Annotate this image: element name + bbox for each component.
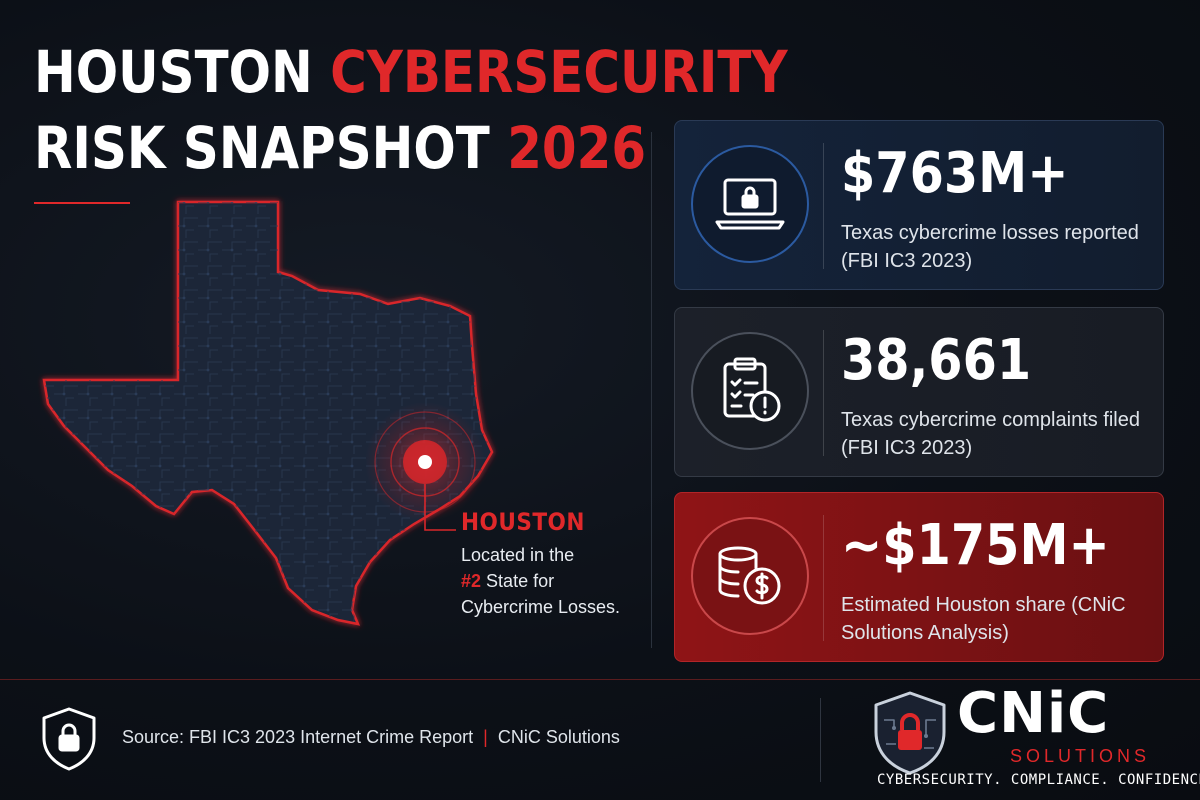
source-credit: CNiC Solutions <box>497 727 620 747</box>
stat-card-complaints: 38,661 Texas cybercrime complaints filed… <box>674 307 1164 477</box>
vertical-divider <box>651 132 652 648</box>
card-separator <box>823 143 824 269</box>
footer-vertical-divider <box>820 698 821 782</box>
source-text: Source: FBI IC3 2023 Internet Crime Repo… <box>122 727 474 747</box>
title-cybersecurity: CYBERSECURITY <box>330 38 788 106</box>
card-separator <box>823 515 824 641</box>
callout-line-2-text: State for <box>486 571 555 591</box>
stat-description: Texas cybercrime complaints filed (FBI I… <box>841 409 1140 459</box>
callout-rank: #2 <box>461 571 482 591</box>
callout-line-1: Located in the <box>461 545 575 565</box>
card-separator <box>823 330 824 456</box>
houston-marker <box>418 455 432 469</box>
clipboard-alert-icon <box>691 332 809 450</box>
laptop-lock-icon <box>691 145 809 263</box>
title-year: 2026 <box>507 114 647 182</box>
logo-tagline: CYBERSECURITY. COMPLIANCE. CONFIDENCE. <box>877 772 1200 788</box>
houston-label: HOUSTON <box>461 508 585 536</box>
stat-description: Estimated Houston share (CNiC Solutions … <box>841 594 1126 644</box>
source-citation: Source: FBI IC3 2023 Internet Crime Repo… <box>122 727 620 748</box>
logo-shield-icon <box>872 690 948 776</box>
shield-lock-icon <box>40 706 98 772</box>
stat-value: ~$175M+ <box>841 513 1110 578</box>
logo-wordmark: CNiC <box>957 681 1110 746</box>
title-underline <box>34 202 130 204</box>
stat-card-houston-share: ~$175M+ Estimated Houston share (CNiC So… <box>674 492 1164 662</box>
texas-map <box>30 190 630 650</box>
title-risk-snapshot: RISK SNAPSHOT <box>34 114 490 182</box>
houston-callout: HOUSTON Located in the #2 State for Cybe… <box>461 508 620 620</box>
stat-card-losses: $763M+ Texas cybercrime losses reported … <box>674 120 1164 290</box>
logo-subtitle: SOLUTIONS <box>1010 746 1151 766</box>
callout-line-2: #2 State for <box>461 568 620 594</box>
coins-dollar-icon <box>691 517 809 635</box>
footer-divider <box>0 679 1200 680</box>
source-separator: | <box>483 727 488 747</box>
stat-description: Texas cybercrime losses reported (FBI IC… <box>841 222 1139 272</box>
stat-value: 38,661 <box>841 328 1032 393</box>
stat-value: $763M+ <box>841 141 1069 206</box>
title-houston: HOUSTON <box>34 38 313 106</box>
page-title: HOUSTON CYBERSECURITY RISK SNAPSHOT 2026 <box>34 34 788 186</box>
callout-line-3: Cybercrime Losses. <box>461 597 621 617</box>
